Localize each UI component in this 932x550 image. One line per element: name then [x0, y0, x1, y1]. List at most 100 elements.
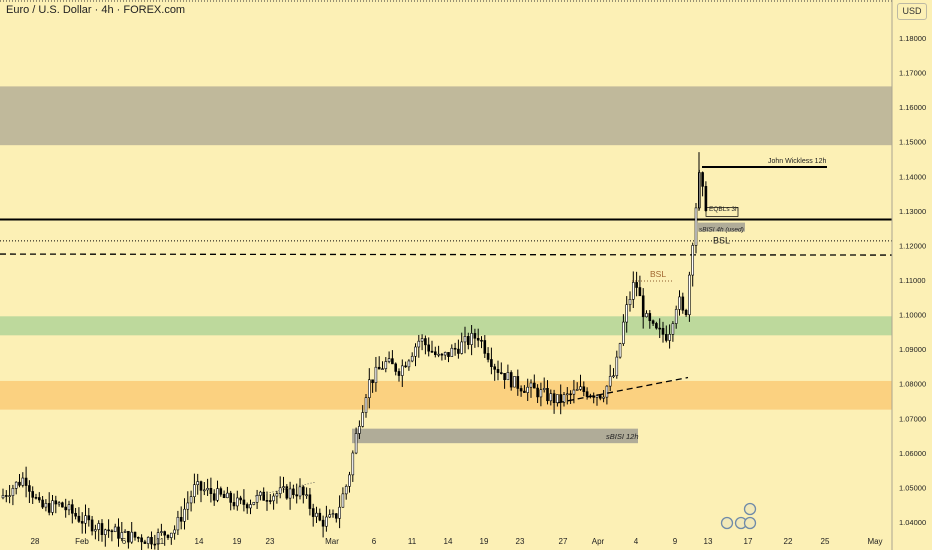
candle-body [242, 499, 246, 505]
candle [94, 524, 97, 540]
candle-body [104, 529, 107, 535]
candle-body [24, 477, 28, 486]
zone-green [0, 316, 892, 336]
candle-body [447, 352, 450, 357]
candle-body [681, 296, 685, 311]
candle [311, 503, 315, 527]
candle-body [8, 495, 11, 497]
currency-flag-icon [720, 516, 734, 530]
candle [206, 478, 209, 496]
candle-body [97, 523, 100, 530]
x-tick-label: 23 [516, 537, 525, 546]
currency-button[interactable]: USD [897, 3, 927, 20]
candle [24, 466, 28, 498]
candle [166, 534, 170, 540]
candle-body [216, 488, 219, 501]
candle [503, 373, 506, 389]
candle-body [334, 513, 338, 519]
candle-body [559, 394, 563, 403]
x-tick-label: 9 [673, 537, 678, 546]
candle [305, 487, 308, 499]
candle-body [424, 338, 427, 346]
x-tick-label: 14 [195, 537, 204, 546]
candle-body [569, 393, 572, 396]
candle [618, 342, 622, 359]
candle-body [473, 333, 477, 339]
candle-body [137, 536, 140, 539]
candle [638, 275, 642, 297]
candle-body [651, 320, 655, 324]
candle-body [608, 375, 612, 387]
candle-body [5, 495, 8, 497]
candle-body [321, 519, 325, 527]
candle-body [123, 530, 127, 533]
candle [549, 389, 553, 406]
candle-body [212, 493, 216, 501]
candle-body [41, 499, 44, 508]
candle [140, 534, 143, 550]
candle-body [298, 486, 302, 497]
candle [34, 493, 38, 500]
candle-body [536, 387, 539, 398]
candle [400, 359, 404, 387]
candle [397, 368, 401, 382]
candle-body [648, 313, 652, 322]
candle-body [84, 515, 87, 524]
candle-body [638, 287, 642, 297]
candle-body [496, 369, 500, 373]
candle [31, 486, 35, 504]
candle [572, 379, 576, 404]
candle [222, 490, 226, 499]
x-tick-label: 19 [233, 537, 242, 546]
candle [473, 328, 477, 348]
candle [539, 382, 543, 407]
candle-body [222, 494, 226, 499]
candle [565, 387, 569, 405]
candle [176, 510, 180, 536]
candle [358, 420, 361, 440]
candle-body [427, 344, 431, 352]
candle [450, 344, 454, 357]
candle [430, 340, 434, 354]
candle-body [400, 365, 404, 376]
candle [595, 394, 599, 406]
candle-body [163, 531, 166, 536]
candle-body [384, 361, 388, 369]
candle-body [80, 521, 84, 524]
candle [80, 512, 84, 534]
candle-body [602, 396, 605, 399]
x-tick-label: 23 [266, 537, 275, 546]
candle [681, 292, 685, 314]
candle [232, 493, 236, 510]
candle-body [523, 390, 526, 393]
candle [229, 490, 232, 511]
candle-body [575, 389, 579, 391]
dotted-low-line [254, 481, 316, 497]
candle [622, 314, 625, 346]
candle-body [539, 389, 543, 398]
x-tick-label: Apr [592, 537, 605, 546]
candle [424, 335, 427, 355]
y-tick-label: 1.10000 [899, 311, 926, 320]
candle-body [288, 488, 292, 499]
candle-body [433, 351, 437, 355]
candle-body [450, 347, 454, 357]
candle [605, 385, 609, 405]
candle-body [11, 488, 15, 496]
candle [226, 486, 229, 499]
candle [631, 271, 635, 309]
candle [11, 484, 15, 506]
candle [585, 387, 589, 400]
candle [275, 490, 279, 504]
candle [1, 488, 5, 500]
candle [156, 528, 160, 550]
candle-body [562, 394, 566, 403]
candle [506, 364, 510, 381]
y-tick-label: 1.15000 [899, 138, 926, 147]
candle [130, 521, 133, 544]
symbol-title[interactable]: Euro / U.S. Dollar · 4h · FOREX.com [6, 4, 186, 16]
candle [466, 332, 470, 350]
candle-body [631, 282, 635, 300]
